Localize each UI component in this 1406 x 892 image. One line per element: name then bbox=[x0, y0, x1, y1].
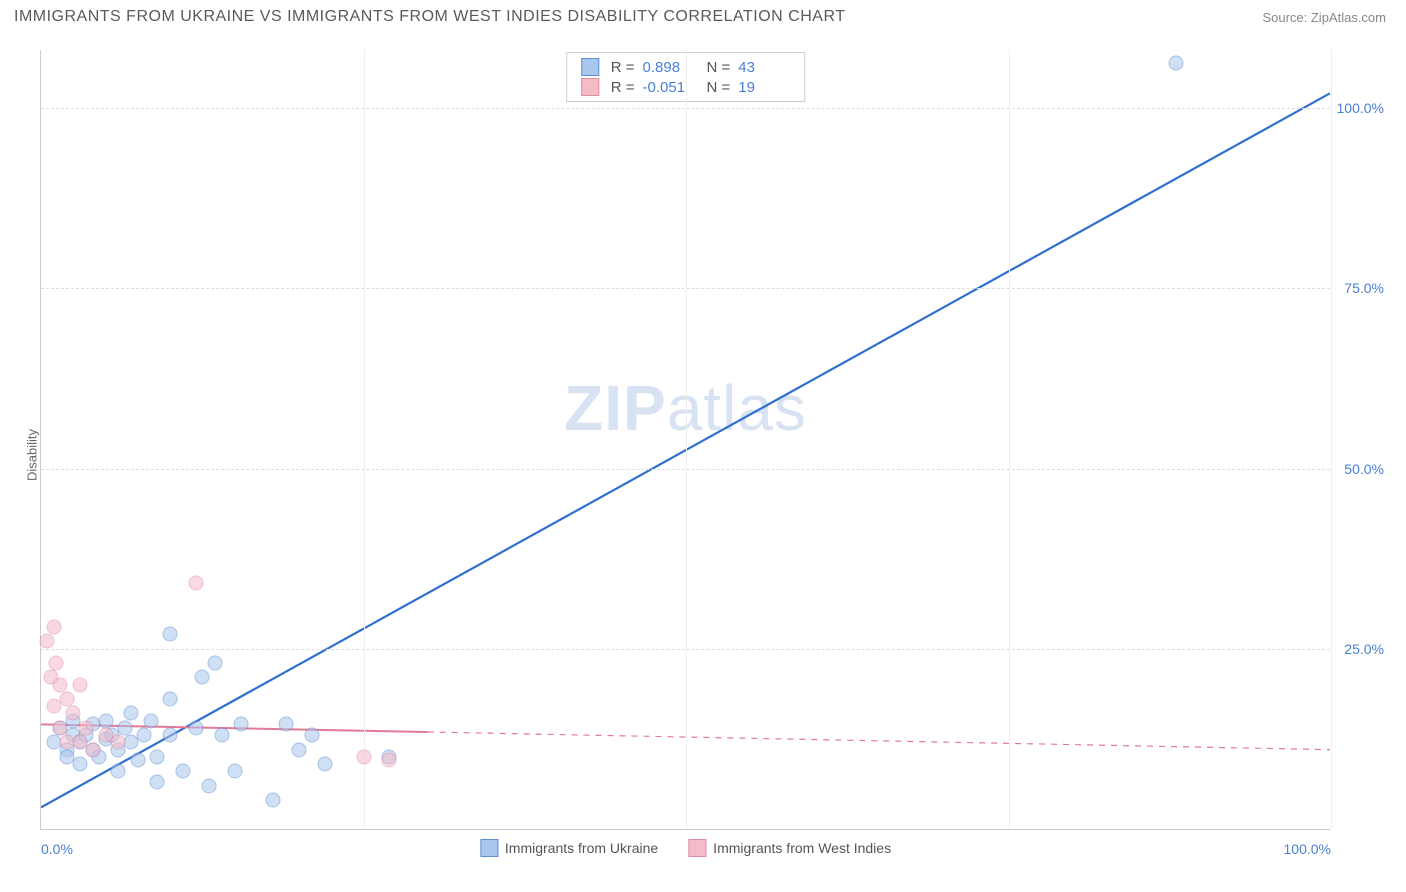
scatter-point bbox=[124, 706, 139, 721]
scatter-point bbox=[79, 720, 94, 735]
scatter-point bbox=[163, 692, 178, 707]
bottom-legend: Immigrants from Ukraine Immigrants from … bbox=[480, 839, 891, 857]
xtick-label-left: 0.0% bbox=[41, 841, 73, 857]
y-axis-label: Disability bbox=[25, 429, 40, 481]
scatter-point bbox=[72, 757, 87, 772]
stat-n-label: N = bbox=[707, 79, 731, 96]
scatter-point bbox=[356, 749, 371, 764]
ytick-label: 75.0% bbox=[1344, 280, 1384, 296]
legend-item-westindies: Immigrants from West Indies bbox=[688, 839, 891, 857]
scatter-point bbox=[150, 775, 165, 790]
trend-line-dashed bbox=[428, 732, 1330, 750]
scatter-point bbox=[201, 778, 216, 793]
chart-container: Disability ZIPatlas R = 0.898 N = 43 R =… bbox=[0, 30, 1406, 880]
scatter-point bbox=[266, 793, 281, 808]
scatter-point bbox=[292, 742, 307, 757]
stat-r-label: R = bbox=[611, 59, 635, 76]
legend-label-ukraine: Immigrants from Ukraine bbox=[505, 840, 658, 856]
legend-label-westindies: Immigrants from West Indies bbox=[713, 840, 891, 856]
scatter-point bbox=[188, 576, 203, 591]
scatter-point bbox=[188, 720, 203, 735]
gridline-v bbox=[1331, 50, 1332, 829]
scatter-point bbox=[53, 677, 68, 692]
scatter-point bbox=[150, 749, 165, 764]
chart-header: IMMIGRANTS FROM UKRAINE VS IMMIGRANTS FR… bbox=[0, 0, 1406, 30]
xtick-label-right: 100.0% bbox=[1284, 841, 1331, 857]
scatter-point bbox=[98, 713, 113, 728]
scatter-point bbox=[40, 634, 55, 649]
stat-n-ukraine: 43 bbox=[738, 59, 790, 76]
scatter-point bbox=[233, 717, 248, 732]
source-value: ZipAtlas.com bbox=[1311, 10, 1386, 25]
scatter-point bbox=[53, 720, 68, 735]
scatter-point bbox=[163, 728, 178, 743]
scatter-point bbox=[143, 713, 158, 728]
chart-title: IMMIGRANTS FROM UKRAINE VS IMMIGRANTS FR… bbox=[14, 8, 846, 26]
ytick-label: 50.0% bbox=[1344, 461, 1384, 477]
scatter-point bbox=[46, 619, 61, 634]
scatter-point bbox=[49, 655, 64, 670]
plot-area: ZIPatlas R = 0.898 N = 43 R = -0.051 N =… bbox=[40, 50, 1330, 830]
source-label: Source: bbox=[1262, 10, 1310, 25]
swatch-westindies bbox=[581, 78, 599, 96]
scatter-point bbox=[304, 728, 319, 743]
legend-item-ukraine: Immigrants from Ukraine bbox=[480, 839, 658, 857]
scatter-point bbox=[111, 764, 126, 779]
legend-swatch-westindies bbox=[688, 839, 706, 857]
gridline-v bbox=[686, 50, 687, 829]
scatter-point bbox=[195, 670, 210, 685]
scatter-point bbox=[208, 655, 223, 670]
stat-r-label: R = bbox=[611, 79, 635, 96]
scatter-point bbox=[279, 717, 294, 732]
gridline-v bbox=[364, 50, 365, 829]
scatter-point bbox=[163, 627, 178, 642]
scatter-point bbox=[59, 692, 74, 707]
scatter-point bbox=[72, 677, 87, 692]
scatter-point bbox=[382, 753, 397, 768]
legend-swatch-ukraine bbox=[480, 839, 498, 857]
watermark-bold: ZIP bbox=[564, 372, 667, 444]
scatter-point bbox=[317, 757, 332, 772]
scatter-point bbox=[111, 735, 126, 750]
stat-n-westindies: 19 bbox=[738, 79, 790, 96]
scatter-point bbox=[85, 742, 100, 757]
source-attribution: Source: ZipAtlas.com bbox=[1262, 10, 1386, 25]
scatter-point bbox=[130, 753, 145, 768]
stat-n-label: N = bbox=[707, 59, 731, 76]
gridline-v bbox=[1009, 50, 1010, 829]
swatch-ukraine bbox=[581, 58, 599, 76]
scatter-point bbox=[1169, 56, 1184, 71]
scatter-point bbox=[117, 720, 132, 735]
scatter-point bbox=[66, 706, 81, 721]
scatter-point bbox=[137, 728, 152, 743]
ytick-label: 25.0% bbox=[1344, 641, 1384, 657]
watermark-light: atlas bbox=[667, 372, 807, 444]
scatter-point bbox=[175, 764, 190, 779]
scatter-point bbox=[227, 764, 242, 779]
ytick-label: 100.0% bbox=[1337, 100, 1384, 116]
scatter-point bbox=[214, 728, 229, 743]
